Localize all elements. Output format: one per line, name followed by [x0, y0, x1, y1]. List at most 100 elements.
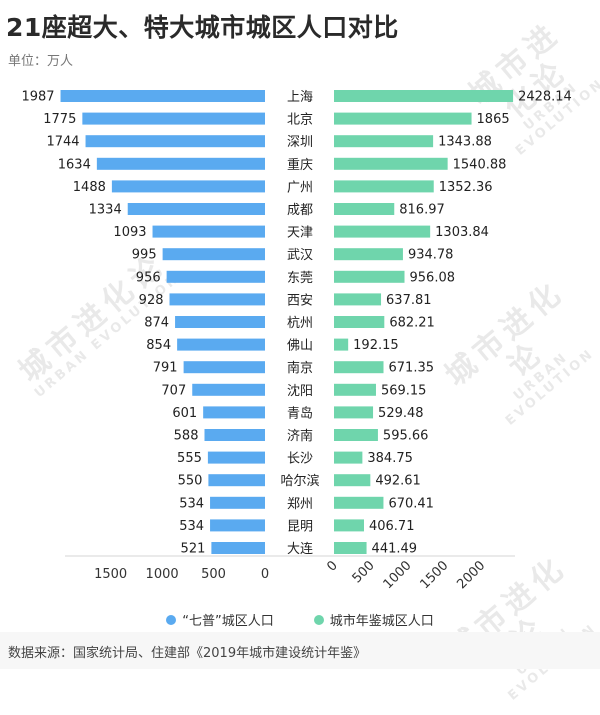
bar-right — [334, 316, 385, 328]
data-label-right: 1352.36 — [439, 180, 493, 195]
bar-right — [334, 225, 431, 238]
bar-left — [127, 203, 265, 215]
bar-left — [152, 225, 265, 238]
bar-right — [334, 406, 374, 419]
category-label: 大连 — [287, 541, 313, 557]
bar-right — [334, 157, 448, 170]
category-label: 沈阳 — [287, 384, 313, 399]
data-label-right: 682.21 — [389, 316, 435, 331]
category-label: 西安 — [287, 293, 313, 308]
category-label: 上海 — [287, 90, 313, 105]
data-label-right: 441.49 — [372, 542, 418, 557]
data-label-left: 521 — [181, 542, 206, 557]
data-label-left: 555 — [177, 451, 202, 466]
bar-left — [192, 383, 265, 396]
legend-right-swatch — [313, 614, 324, 625]
category-label: 济南 — [287, 428, 313, 444]
bar-right — [334, 338, 349, 351]
category-label: 广州 — [287, 180, 313, 195]
bar-right — [334, 519, 364, 532]
data-label-right: 192.15 — [353, 338, 399, 353]
data-label-right: 1865 — [477, 112, 510, 127]
bar-left — [177, 338, 265, 351]
data-label-left: 1987 — [21, 90, 54, 105]
bar-left — [175, 316, 265, 328]
bar-left — [183, 361, 265, 374]
bar-right — [334, 542, 367, 554]
bar-right — [334, 180, 434, 193]
tick-label-right: 1500 — [417, 558, 451, 592]
category-label: 成都 — [287, 203, 313, 218]
tick-label-left: 0 — [261, 567, 269, 582]
bar-right — [334, 383, 376, 396]
data-label-right: 934.78 — [408, 248, 454, 263]
bar-left — [111, 180, 265, 193]
data-label-right: 384.75 — [367, 451, 413, 466]
bar-right — [334, 451, 363, 464]
data-label-right: 595.66 — [383, 429, 429, 444]
bar-right — [334, 203, 395, 215]
source-note: 数据来源：国家统计局、住建部《2019年城市建设统计年鉴》 — [8, 646, 367, 661]
bar-right — [334, 361, 384, 374]
chart-legend: “七普”城区人口 城市年鉴城区人口 — [0, 610, 600, 629]
tick-label-right: 0 — [324, 558, 340, 574]
bar-left — [210, 496, 265, 509]
category-label: 昆明 — [287, 519, 313, 534]
data-label-right: 569.15 — [381, 383, 427, 398]
data-label-left: 1744 — [46, 135, 79, 150]
data-label-right: 2428.14 — [518, 90, 572, 105]
category-label: 哈尔滨 — [280, 473, 319, 489]
category-label: 北京 — [287, 113, 313, 128]
data-label-right: 492.61 — [375, 474, 421, 489]
data-label-left: 874 — [144, 316, 169, 331]
bar-left — [96, 157, 266, 170]
legend-left-swatch — [166, 614, 177, 625]
tick-label-left: 500 — [201, 567, 226, 582]
category-label: 深圳 — [287, 135, 313, 150]
category-label: 青岛 — [287, 405, 313, 421]
data-label-left: 707 — [161, 383, 186, 398]
category-label: 武汉 — [287, 248, 313, 263]
data-label-right: 1540.88 — [453, 157, 507, 172]
data-label-right: 529.48 — [378, 406, 424, 421]
tick-label-left: 1000 — [146, 567, 179, 582]
legend-item-right[interactable]: 城市年鉴城区人口 — [313, 610, 434, 629]
data-label-left: 534 — [179, 496, 204, 511]
bar-right — [334, 496, 384, 509]
tick-label-right: 2000 — [454, 558, 488, 592]
bar-right — [334, 248, 403, 261]
bar-left — [211, 542, 265, 554]
tick-label-right: 1000 — [381, 558, 415, 592]
bar-right — [334, 270, 405, 283]
legend-left-label: “七普”城区人口 — [182, 614, 274, 629]
data-label-right: 1343.88 — [438, 135, 492, 150]
bar-right — [334, 293, 382, 306]
data-label-left: 601 — [172, 406, 197, 421]
data-label-left: 1334 — [89, 203, 122, 218]
legend-item-left[interactable]: “七普”城区人口 — [166, 610, 274, 629]
bar-left — [162, 248, 265, 261]
data-label-left: 1093 — [113, 225, 146, 240]
bar-right — [334, 135, 434, 148]
data-label-left: 995 — [132, 248, 157, 263]
bar-left — [207, 451, 265, 464]
category-label: 郑州 — [287, 497, 313, 512]
data-label-left: 588 — [174, 429, 199, 444]
tick-label-right: 500 — [350, 558, 378, 586]
bar-right — [334, 429, 378, 441]
bar-left — [208, 474, 265, 487]
bar-right — [334, 474, 371, 487]
data-label-left: 550 — [178, 474, 203, 489]
bar-chart: 1987 2428.14 上海 1775 1865 北京 1744 1343.88 深圳 1634… — [21, 90, 572, 593]
unit-label: 单位：万人 — [8, 54, 74, 69]
data-label-left: 1488 — [73, 180, 106, 195]
data-label-right: 670.41 — [388, 496, 434, 511]
bar-left — [169, 293, 265, 306]
bar-left — [166, 270, 265, 283]
data-label-left: 854 — [146, 338, 171, 353]
bar-left — [85, 135, 266, 148]
bar-right — [334, 90, 514, 102]
category-label: 重庆 — [287, 157, 313, 173]
data-label-left: 534 — [179, 519, 204, 534]
data-label-left: 1634 — [58, 157, 91, 172]
